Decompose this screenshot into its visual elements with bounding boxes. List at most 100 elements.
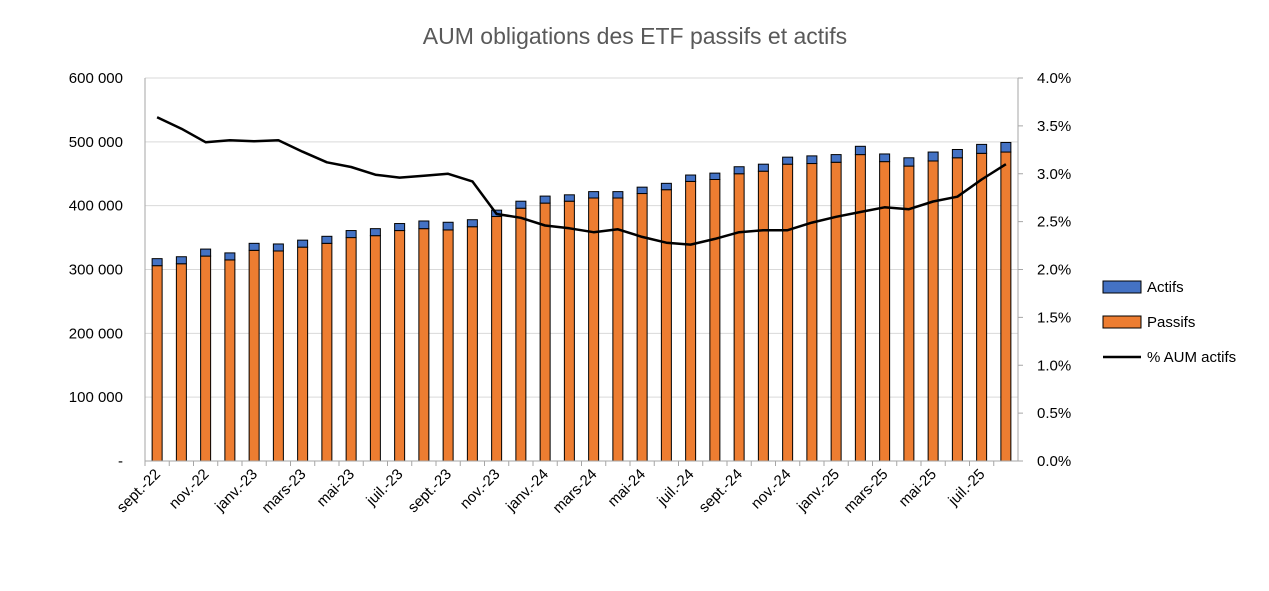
y-tick-label: 500 000 xyxy=(69,134,123,151)
bar-passifs xyxy=(757,170,769,462)
bar-actifs xyxy=(612,191,624,199)
legend-label: Actifs xyxy=(1147,279,1184,296)
legend: Actifs Passifs % AUM actifs xyxy=(1102,279,1236,366)
y-tick-label: 100 000 xyxy=(69,389,123,406)
bar-actifs xyxy=(830,154,842,163)
bar-actifs xyxy=(903,157,915,167)
y2-tick-label: 2.5% xyxy=(1037,214,1071,231)
bar-actifs xyxy=(394,223,406,232)
bar-actifs xyxy=(297,239,309,248)
y2-tick-label: 0.5% xyxy=(1037,405,1071,422)
bar-passifs xyxy=(200,255,212,462)
bar-actifs xyxy=(685,174,697,182)
x-tick-label: janv.-24 xyxy=(502,466,552,516)
bar-passifs xyxy=(151,265,163,462)
bar-passifs xyxy=(588,197,600,462)
bar-passifs xyxy=(297,246,309,462)
chart-title: AUM obligations des ETF passifs et actif… xyxy=(423,23,847,49)
bar-actifs xyxy=(951,148,963,159)
x-tick-label: nov.-23 xyxy=(457,466,504,513)
bar-actifs xyxy=(200,248,212,257)
bar-actifs xyxy=(976,143,988,154)
bar-passifs xyxy=(369,235,381,462)
y2-tick-label: 3.0% xyxy=(1037,166,1071,183)
bar-passifs xyxy=(394,230,406,462)
y-tick-label: 200 000 xyxy=(69,325,123,342)
bar-actifs xyxy=(369,228,381,237)
bar-passifs xyxy=(927,160,939,462)
legend-swatch-actifs xyxy=(1102,280,1142,294)
bar-actifs xyxy=(151,258,163,267)
bar-actifs xyxy=(927,151,939,162)
x-tick-label: mars-23 xyxy=(259,466,310,517)
bar-actifs xyxy=(757,163,769,172)
bar-passifs xyxy=(806,163,818,462)
bar-actifs xyxy=(345,230,357,239)
x-tick-label: janv.-23 xyxy=(211,466,261,516)
y2-tick-label: 4.0% xyxy=(1037,70,1071,87)
bar-actifs xyxy=(1000,141,1012,153)
bar-actifs xyxy=(418,220,430,230)
bar-actifs xyxy=(879,153,891,163)
line-pct-aum-actifs xyxy=(156,116,1007,246)
bar-actifs xyxy=(442,221,454,231)
bar-passifs xyxy=(418,228,430,462)
bar-actifs xyxy=(782,156,794,165)
bars xyxy=(151,141,1012,462)
bar-passifs xyxy=(321,242,333,462)
bar-actifs xyxy=(660,182,672,191)
y2-tick-label: 1.0% xyxy=(1037,357,1071,374)
x-tick-label: juil.-25 xyxy=(944,466,988,510)
bar-passifs xyxy=(830,161,842,462)
bar-actifs xyxy=(175,256,187,265)
bar-actifs xyxy=(563,194,575,202)
bar-passifs xyxy=(951,157,963,462)
y-tick-label: - xyxy=(118,453,123,470)
y-tick-label: 300 000 xyxy=(69,262,123,279)
bar-actifs xyxy=(466,219,478,228)
bar-passifs xyxy=(248,249,260,462)
bar-actifs xyxy=(224,252,236,261)
y2-tick-label: 2.0% xyxy=(1037,262,1071,279)
y-tick-label: 400 000 xyxy=(69,198,123,215)
bar-actifs xyxy=(854,145,866,156)
bar-actifs xyxy=(539,195,551,204)
bar-passifs xyxy=(563,200,575,462)
bar-passifs xyxy=(854,154,866,462)
bar-actifs xyxy=(515,200,527,209)
bar-passifs xyxy=(636,193,648,462)
x-tick-label: sept.-23 xyxy=(405,466,455,516)
bar-passifs xyxy=(660,189,672,462)
x-tick-label: sept.-22 xyxy=(114,466,164,516)
y2-tick-label: 3.5% xyxy=(1037,118,1071,135)
gridlines xyxy=(145,77,1018,398)
y2-tick-label: 1.5% xyxy=(1037,309,1071,326)
x-tick-label: mai-24 xyxy=(605,466,649,510)
bar-passifs xyxy=(539,202,551,462)
bar-actifs xyxy=(636,186,648,195)
bar-passifs xyxy=(175,263,187,462)
bar-actifs xyxy=(272,243,284,252)
bar-actifs xyxy=(588,191,600,199)
x-tick-label: juil.-24 xyxy=(653,466,697,510)
bar-passifs xyxy=(515,207,527,462)
bar-actifs xyxy=(709,172,721,180)
x-tick-label: nov.-22 xyxy=(166,466,213,513)
y2-tick-label: 0.0% xyxy=(1037,453,1071,470)
bar-passifs xyxy=(976,152,988,462)
x-tick-label: mai-25 xyxy=(896,466,940,510)
bar-passifs xyxy=(685,180,697,462)
bar-passifs xyxy=(782,163,794,462)
legend-label: % AUM actifs xyxy=(1147,349,1236,366)
bar-passifs xyxy=(272,250,284,462)
x-tick-label: mai-23 xyxy=(314,466,358,510)
bar-passifs xyxy=(224,259,236,462)
bar-passifs xyxy=(466,226,478,462)
legend-swatch-passifs xyxy=(1102,315,1142,329)
bar-passifs xyxy=(709,178,721,462)
x-tick-label: sept.-24 xyxy=(696,466,746,516)
bar-passifs xyxy=(733,173,745,462)
x-tick-label: janv.-25 xyxy=(793,466,843,516)
bar-actifs xyxy=(733,166,745,175)
